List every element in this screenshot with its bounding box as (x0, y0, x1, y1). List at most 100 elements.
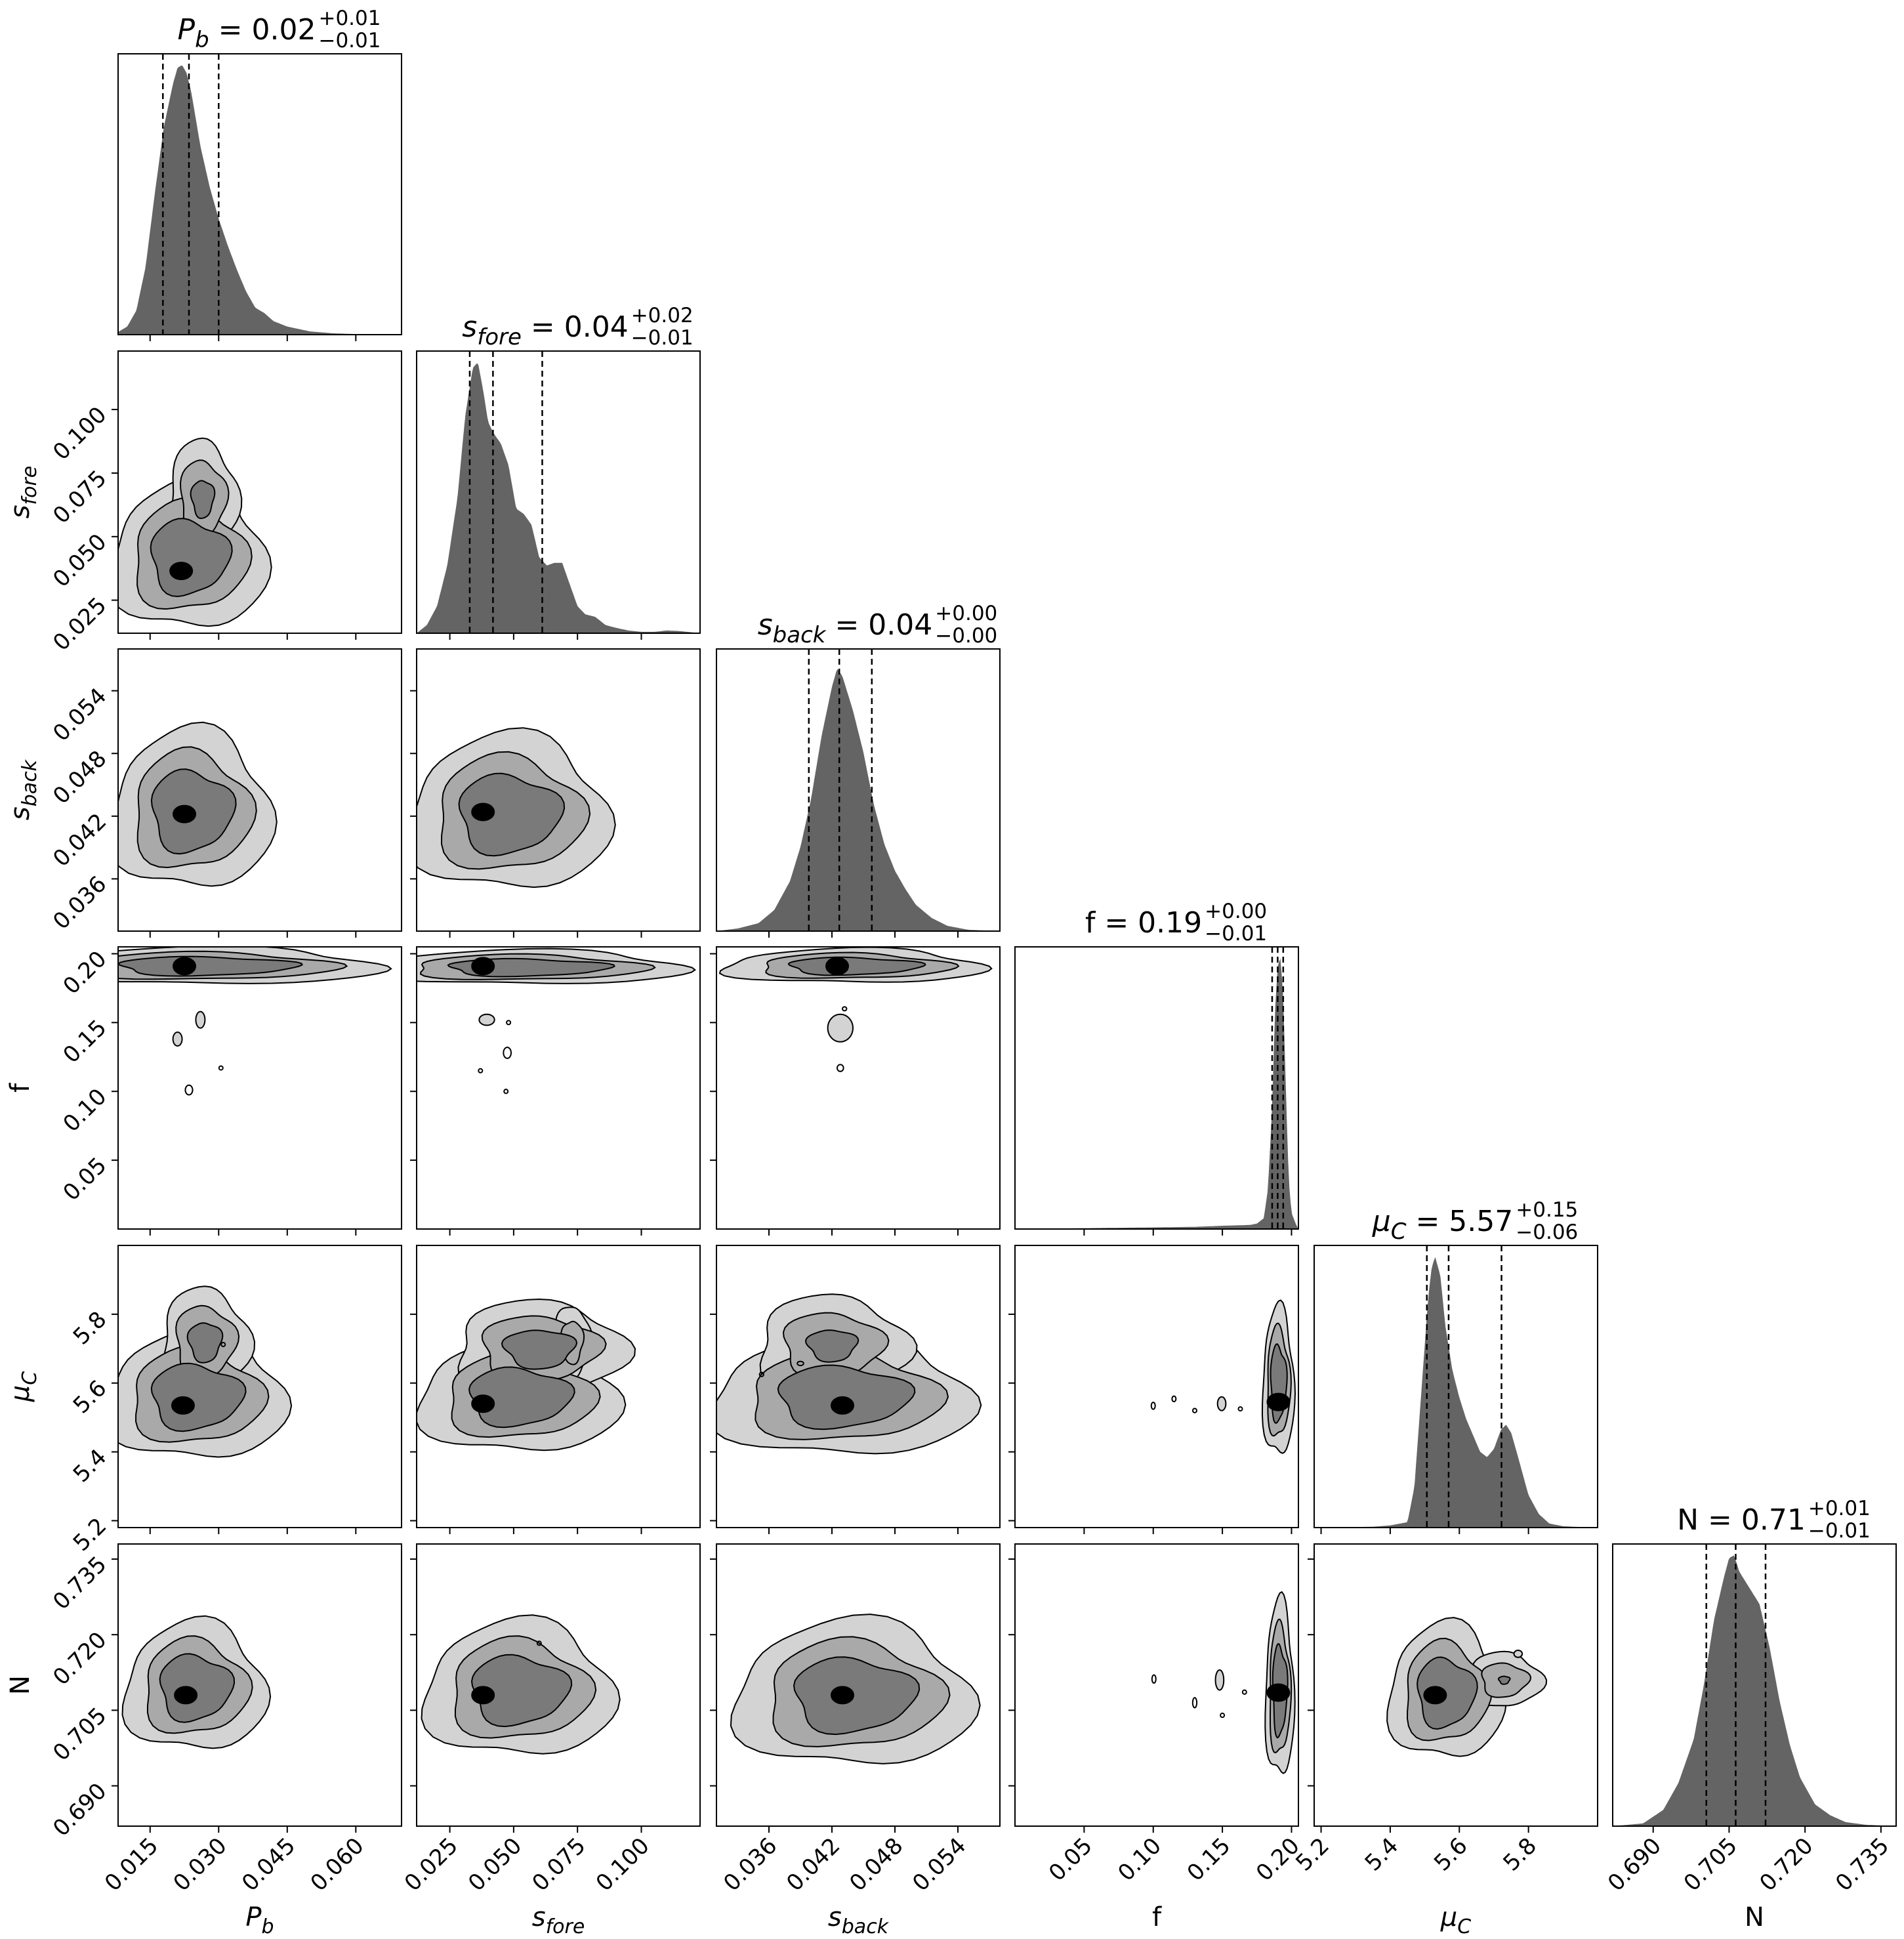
axis-label-f: f (5, 1083, 35, 1093)
contour-island-3 (503, 1089, 509, 1095)
panel-contour-sback-f (716, 946, 1001, 1230)
panel-contour-Pb-N (117, 1543, 402, 1827)
contour-island-2 (184, 1084, 194, 1096)
x-tick-label-f: 0.10 (1113, 1833, 1167, 1887)
contour-island-3 (1191, 1407, 1197, 1413)
panel-frame (117, 648, 402, 932)
x-tick-label-sfore: 0.025 (400, 1833, 463, 1896)
contour-island-1 (503, 1047, 512, 1059)
title-sback: sback = 0.04 +0.00−0.00 (758, 602, 998, 648)
axis-label-sfore: sfore (532, 1902, 585, 1938)
panel-frame (416, 648, 701, 932)
panel-hist-sfore: sfore = 0.04 +0.02−0.01 (416, 304, 701, 634)
y-tick-label-f: 0.05 (58, 1152, 112, 1206)
y-tick-label-f: 0.20 (58, 946, 112, 1000)
contour-level-2 (190, 480, 216, 520)
contour-island-4 (506, 1020, 512, 1026)
title-muC: μC = 5.57 +0.15−0.06 (1372, 1198, 1579, 1245)
histogram-Pb (118, 65, 402, 335)
y-tick-label-N: 0.705 (48, 1702, 112, 1766)
x-tick-label-sfore: 0.100 (591, 1833, 655, 1896)
contour-level-2 (804, 1329, 859, 1363)
panel-contour-Pb-sback (117, 648, 402, 932)
contour-island-1 (1214, 1669, 1225, 1691)
panel-contour-Pb-muC (117, 1245, 402, 1528)
title-err-minus-muC: −0.06 (1516, 1220, 1578, 1244)
y-axis-label-group-f: f (5, 1083, 35, 1093)
axis-label-sback: sback (828, 1902, 890, 1938)
axis-label-N: N (1745, 1902, 1764, 1932)
contour-peak (1266, 1683, 1291, 1702)
contour-island-4 (1237, 1406, 1243, 1412)
panel-contour-sfore-f (416, 946, 701, 1230)
title-err-plus-N: +0.01 (1808, 1497, 1871, 1520)
title-text-sback: sback = 0.04 (758, 608, 933, 648)
panel-contour-Pb-f (117, 946, 402, 1230)
title-text-Pb: Pb = 0.02 (178, 13, 316, 53)
panel-frame (416, 1245, 701, 1528)
y-tick-label-f: 0.15 (58, 1014, 112, 1068)
x-tick-label-muC: 5.6 (1429, 1833, 1473, 1877)
y-axis-label-group-N: N (5, 1675, 35, 1695)
contour-island-2 (1171, 1395, 1177, 1403)
panel-hist-Pb: Pb = 0.02 +0.01−0.01 (117, 7, 402, 335)
x-axis-label-group-muC: μC (1440, 1902, 1471, 1938)
contour-island-1 (172, 1032, 183, 1047)
contour-island-0 (536, 1640, 542, 1646)
x-axis-label-group-N: N (1745, 1902, 1764, 1932)
contour-island-0 (220, 1342, 226, 1348)
contour-peak (831, 1396, 854, 1415)
panel-frame (416, 350, 701, 634)
title-text-muC: μC = 5.57 (1372, 1205, 1514, 1245)
contour-island-0 (1151, 1674, 1157, 1684)
histogram-sback (716, 669, 1000, 931)
x-tick-label-sback: 0.054 (907, 1833, 971, 1896)
x-axis-label-group-sfore: sfore (532, 1902, 585, 1938)
x-axis-label-group-f: f (1152, 1902, 1162, 1932)
x-tick-label-muC: 5.8 (1498, 1833, 1542, 1877)
contour-level-2 (159, 1653, 236, 1723)
y-tick-label-sback: 0.042 (48, 808, 112, 872)
axis-label-muC: μC (5, 1371, 41, 1402)
y-tick-label-f: 0.10 (58, 1083, 112, 1137)
panel-hist-N: N = 0.71 +0.01−0.01 (1612, 1497, 1897, 1827)
contour-peak (173, 804, 197, 824)
contour-peak (471, 1686, 495, 1705)
x-tick-label-muC: 5.4 (1360, 1833, 1404, 1877)
contour-island-2 (478, 1068, 484, 1074)
x-tick-label-muC: 5.2 (1291, 1833, 1335, 1877)
axis-label-muC: μC (1440, 1902, 1471, 1938)
contour-level-2 (458, 772, 566, 857)
x-tick-label-sback: 0.048 (844, 1833, 908, 1896)
panel-frame (416, 1543, 701, 1827)
contour-level-2 (468, 1366, 575, 1428)
panel-frame (1014, 1245, 1299, 1528)
histogram-sfore (417, 363, 700, 633)
histogram-N (1613, 1555, 1896, 1826)
panel-hist-f: f = 0.19 +0.00−0.01 (1014, 900, 1299, 1230)
contour-island-0 (1513, 1650, 1523, 1658)
x-tick-label-Pb: 0.060 (306, 1833, 369, 1896)
x-axis-label-group-sback: sback (828, 1902, 890, 1938)
histogram-f (1015, 958, 1298, 1229)
contour-island-1 (797, 1360, 804, 1367)
x-tick-label-Pb: 0.045 (237, 1833, 300, 1896)
contour-island-3 (1220, 1713, 1226, 1719)
x-tick-label-N: 0.690 (1603, 1833, 1666, 1896)
contour-island-1 (1150, 1402, 1156, 1410)
title-text-sfore: sfore = 0.04 (462, 310, 628, 350)
axis-label-N: N (5, 1675, 35, 1695)
contour-level-2 (150, 518, 233, 598)
contour-level-2 (118, 955, 303, 977)
contour-level-2 (787, 956, 926, 976)
y-tick-label-sback: 0.036 (48, 871, 112, 934)
y-tick-label-sback: 0.054 (48, 683, 112, 747)
panel-frame (117, 53, 402, 335)
y-tick-label-sfore: 0.050 (48, 529, 112, 593)
y-axis-label-group-muC: μC (5, 1371, 41, 1402)
title-err-minus-N: −0.01 (1808, 1519, 1871, 1543)
contour-level-2 (1417, 1656, 1478, 1730)
panel-frame (1612, 1543, 1897, 1827)
contour-level-2 (501, 1329, 578, 1370)
